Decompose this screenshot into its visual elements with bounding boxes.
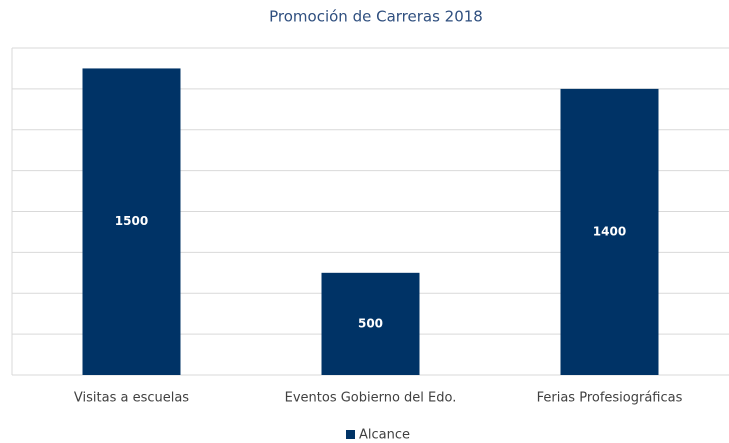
data-label: 1400	[593, 224, 626, 238]
data-label: 1500	[115, 214, 148, 228]
bar	[82, 68, 181, 375]
x-tick-label: Eventos Gobierno del Edo.	[285, 391, 457, 406]
legend-label: Alcance	[359, 428, 410, 443]
x-tick-label: Visitas a escuelas	[74, 391, 189, 406]
bar	[560, 88, 659, 375]
legend-swatch	[346, 430, 355, 439]
chart-title: Promoción de Carreras 2018	[269, 8, 483, 26]
data-label: 500	[358, 316, 383, 330]
x-tick-label: Ferias Profesiográficas	[537, 391, 683, 406]
bar	[321, 272, 420, 375]
